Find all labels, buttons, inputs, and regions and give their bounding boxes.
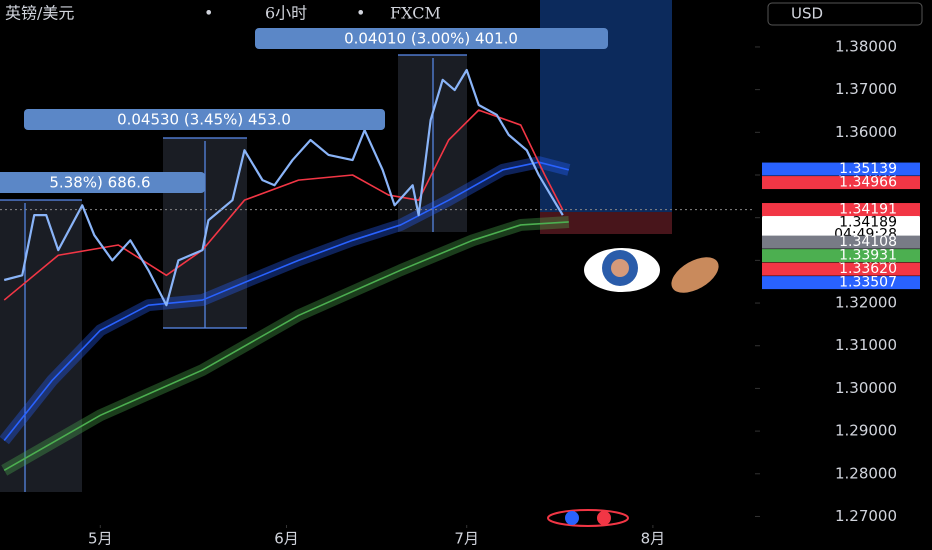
measure-label: [24, 109, 385, 130]
last-price-box: [762, 215, 920, 242]
line: [3, 68, 564, 307]
price-label: 1.33507: [839, 275, 897, 291]
separator: •: [356, 4, 365, 23]
measure-box: [0, 200, 82, 492]
y-tick-label: 1.31000: [835, 336, 897, 354]
x-tick-label: 5月: [88, 530, 113, 548]
y-tick-label: 1.36000: [835, 123, 897, 141]
measure-text: 5.38%) 686.6: [49, 174, 150, 192]
y-tick-label: 1.37000: [835, 80, 897, 98]
price-label-box: [762, 249, 920, 263]
x-tick-label: 6月: [274, 530, 299, 548]
line: [3, 109, 564, 301]
last-price: 1.34189: [839, 215, 897, 231]
price-label-box: [762, 176, 920, 190]
y-tick-label: 1.30000: [835, 379, 897, 397]
y-tick-label: 1.28000: [835, 464, 897, 482]
currency[interactable]: USD: [791, 5, 823, 23]
price-label-box: [762, 203, 920, 217]
line: [3, 221, 569, 472]
sticker: [584, 248, 719, 293]
currency-button[interactable]: [767, 2, 923, 26]
price-label: 1.33931: [839, 248, 897, 264]
price-label-box: [762, 235, 920, 249]
y-tick-label: 1.32000: [835, 294, 897, 312]
price-label: 1.35139: [839, 161, 897, 177]
x-tick-label: 7月: [454, 530, 479, 548]
forecast-zone: [540, 212, 672, 234]
title: 英镑/美元: [5, 4, 74, 23]
line: [3, 161, 570, 441]
title: FXCM: [390, 4, 441, 23]
measure-label: [0, 172, 205, 193]
y-tick-label: 1.27000: [835, 507, 897, 525]
y-tick-label: 1.38000: [835, 37, 897, 55]
measure-text: 0.04010 (3.00%) 401.0: [344, 30, 518, 48]
price-label-box: [762, 276, 920, 290]
price-label: 1.34191: [839, 202, 897, 218]
ma-band: [0, 156, 571, 445]
price-label-box: [762, 162, 920, 176]
price-label: 1.34108: [839, 234, 897, 250]
event-icon: [547, 509, 629, 527]
price-label-box: [762, 262, 920, 276]
measure-text: 0.04530 (3.45%) 453.0: [117, 111, 291, 129]
price-label: 1.33620: [839, 261, 897, 277]
y-tick-label: 1.29000: [835, 422, 897, 440]
price-label: 1.34966: [839, 175, 897, 191]
title: 6小时: [265, 4, 307, 23]
x-tick-label: 8月: [641, 530, 666, 548]
measure-label: [255, 28, 608, 49]
separator: •: [204, 4, 213, 23]
